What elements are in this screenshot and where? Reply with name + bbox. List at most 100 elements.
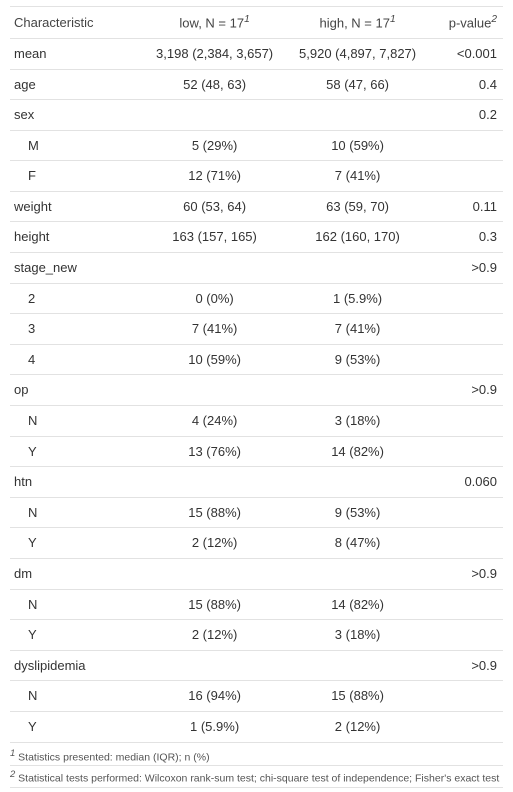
cell-low: 15 (88%) <box>143 497 286 528</box>
cell-pvalue <box>429 620 503 651</box>
cell-characteristic: Y <box>10 620 143 651</box>
cell-pvalue <box>429 314 503 345</box>
table-row: op>0.9 <box>10 375 503 406</box>
cell-characteristic: stage_new <box>10 253 143 284</box>
cell-high <box>286 559 429 590</box>
table-row: mean3,198 (2,384, 3,657)5,920 (4,897, 7,… <box>10 38 503 69</box>
table-body: mean3,198 (2,384, 3,657)5,920 (4,897, 7,… <box>10 38 503 742</box>
cell-high: 7 (41%) <box>286 314 429 345</box>
table-row: Y1 (5.9%)2 (12%) <box>10 711 503 742</box>
table-row: stage_new>0.9 <box>10 253 503 284</box>
cell-characteristic: age <box>10 69 143 100</box>
footnote-1: 1 Statistics presented: median (IQR); n … <box>10 745 503 767</box>
cell-high: 162 (160, 170) <box>286 222 429 253</box>
table-row: htn0.060 <box>10 467 503 498</box>
cell-characteristic: N <box>10 406 143 437</box>
cell-low <box>143 253 286 284</box>
table-row: N16 (94%)15 (88%) <box>10 681 503 712</box>
table-row: N4 (24%)3 (18%) <box>10 406 503 437</box>
cell-low: 10 (59%) <box>143 344 286 375</box>
header-pvalue: p-value2 <box>429 7 503 39</box>
cell-characteristic: 2 <box>10 283 143 314</box>
cell-characteristic: sex <box>10 100 143 131</box>
cell-pvalue: 0.11 <box>429 191 503 222</box>
cell-characteristic: mean <box>10 38 143 69</box>
footnote-2-marker: 2 <box>10 769 15 780</box>
table-row: 20 (0%)1 (5.9%) <box>10 283 503 314</box>
table-row: 410 (59%)9 (53%) <box>10 344 503 375</box>
cell-low: 16 (94%) <box>143 681 286 712</box>
header-high-text: high, N = 17 <box>320 15 390 30</box>
table-row: weight60 (53, 64)63 (59, 70)0.11 <box>10 191 503 222</box>
cell-high: 58 (47, 66) <box>286 69 429 100</box>
cell-low <box>143 559 286 590</box>
footnote-2-text: Statistical tests performed: Wilcoxon ra… <box>18 773 499 785</box>
cell-pvalue: 0.3 <box>429 222 503 253</box>
table-row: Y2 (12%)3 (18%) <box>10 620 503 651</box>
cell-low: 0 (0%) <box>143 283 286 314</box>
cell-pvalue <box>429 283 503 314</box>
footnote-1-text: Statistics presented: median (IQR); n (%… <box>18 751 209 763</box>
cell-pvalue: >0.9 <box>429 559 503 590</box>
cell-high: 3 (18%) <box>286 406 429 437</box>
cell-characteristic: N <box>10 497 143 528</box>
cell-characteristic: 4 <box>10 344 143 375</box>
header-high: high, N = 171 <box>286 7 429 39</box>
table-row: N15 (88%)14 (82%) <box>10 589 503 620</box>
table-row: F12 (71%)7 (41%) <box>10 161 503 192</box>
cell-low: 15 (88%) <box>143 589 286 620</box>
cell-high: 10 (59%) <box>286 130 429 161</box>
cell-high: 7 (41%) <box>286 161 429 192</box>
cell-pvalue <box>429 497 503 528</box>
cell-low: 52 (48, 63) <box>143 69 286 100</box>
cell-pvalue: <0.001 <box>429 38 503 69</box>
table-row: 37 (41%)7 (41%) <box>10 314 503 345</box>
cell-high <box>286 467 429 498</box>
table-row: height163 (157, 165)162 (160, 170)0.3 <box>10 222 503 253</box>
cell-characteristic: dm <box>10 559 143 590</box>
cell-pvalue <box>429 406 503 437</box>
cell-characteristic: height <box>10 222 143 253</box>
cell-high: 14 (82%) <box>286 436 429 467</box>
table-row: dyslipidemia>0.9 <box>10 650 503 681</box>
cell-pvalue <box>429 161 503 192</box>
footnotes: 1 Statistics presented: median (IQR); n … <box>10 743 503 788</box>
footnote-1-marker: 1 <box>10 748 15 759</box>
cell-pvalue <box>429 130 503 161</box>
cell-pvalue <box>429 681 503 712</box>
cell-pvalue <box>429 528 503 559</box>
cell-pvalue: >0.9 <box>429 375 503 406</box>
header-low: low, N = 171 <box>143 7 286 39</box>
table-row: Y2 (12%)8 (47%) <box>10 528 503 559</box>
cell-high: 1 (5.9%) <box>286 283 429 314</box>
cell-pvalue <box>429 589 503 620</box>
table-row: Y13 (76%)14 (82%) <box>10 436 503 467</box>
cell-high: 9 (53%) <box>286 344 429 375</box>
cell-high <box>286 100 429 131</box>
cell-pvalue <box>429 344 503 375</box>
footnote-2: 2 Statistical tests performed: Wilcoxon … <box>10 766 503 788</box>
cell-low: 163 (157, 165) <box>143 222 286 253</box>
cell-high: 63 (59, 70) <box>286 191 429 222</box>
cell-high: 2 (12%) <box>286 711 429 742</box>
cell-characteristic: Y <box>10 711 143 742</box>
table-header-row: Characteristic low, N = 171 high, N = 17… <box>10 7 503 39</box>
cell-pvalue: >0.9 <box>429 650 503 681</box>
cell-characteristic: N <box>10 589 143 620</box>
cell-characteristic: htn <box>10 467 143 498</box>
cell-low <box>143 467 286 498</box>
table-row: M5 (29%)10 (59%) <box>10 130 503 161</box>
cell-low <box>143 650 286 681</box>
cell-high: 14 (82%) <box>286 589 429 620</box>
cell-pvalue <box>429 711 503 742</box>
cell-low <box>143 100 286 131</box>
header-pvalue-sup: 2 <box>491 14 497 25</box>
cell-low: 60 (53, 64) <box>143 191 286 222</box>
cell-low: 1 (5.9%) <box>143 711 286 742</box>
table-row: age52 (48, 63)58 (47, 66)0.4 <box>10 69 503 100</box>
cell-characteristic: Y <box>10 436 143 467</box>
cell-low: 3,198 (2,384, 3,657) <box>143 38 286 69</box>
cell-low: 2 (12%) <box>143 620 286 651</box>
cell-high: 8 (47%) <box>286 528 429 559</box>
cell-low: 13 (76%) <box>143 436 286 467</box>
